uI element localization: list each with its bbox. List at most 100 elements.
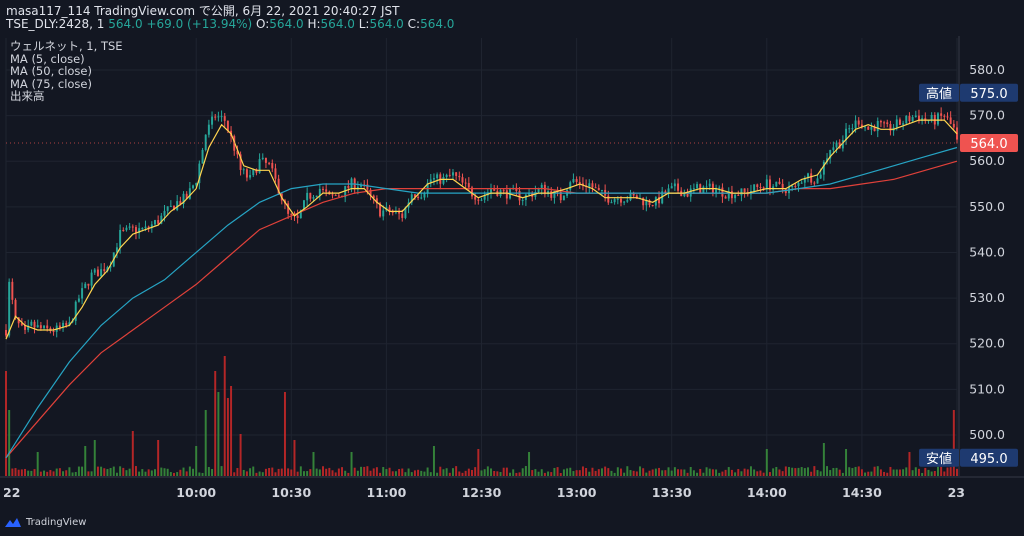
volume-bar (160, 467, 163, 476)
candle-body (648, 200, 651, 206)
candle-body (420, 197, 423, 199)
volume-bar (724, 469, 727, 476)
volume-bar (173, 472, 175, 476)
candle-body (96, 269, 99, 277)
volume-bar (718, 472, 721, 476)
candle-body (914, 115, 917, 118)
y-tick-label: 580.0 (969, 62, 1005, 77)
volume-bar (413, 470, 416, 476)
volume-bar (626, 466, 629, 476)
candle-body (27, 325, 30, 330)
candle-body (591, 183, 594, 188)
volume-bar (908, 452, 911, 476)
candle-body (268, 162, 271, 164)
volume-bar (46, 471, 49, 476)
candle-body (911, 117, 914, 122)
volume-bar (347, 472, 350, 476)
high-marker-label-bg (919, 83, 959, 102)
candle-body (217, 116, 220, 118)
candle-body (445, 174, 448, 177)
candle-body (8, 281, 11, 336)
candle-body (103, 269, 106, 272)
candle-body (477, 199, 480, 201)
volume-bar (588, 471, 591, 476)
candle-body (800, 182, 803, 184)
volume-bar (283, 392, 286, 476)
candle-body (588, 183, 591, 187)
candle-body (87, 283, 90, 286)
candle-body (350, 178, 353, 189)
volume-bar (131, 431, 134, 476)
candle-body (607, 195, 610, 203)
candle-body (474, 196, 477, 200)
candle-body (245, 169, 248, 178)
candle-body (157, 220, 160, 224)
volume-bar (344, 470, 347, 476)
candle-body (179, 201, 182, 204)
x-tick-label: 14:30 (842, 485, 882, 500)
volume-bar (841, 472, 844, 476)
candle-body (718, 187, 721, 189)
legend-volume: 出来高 (10, 89, 45, 103)
volume-bar (613, 472, 616, 476)
volume-bar (157, 440, 160, 476)
volume-bars (5, 356, 958, 476)
volume-bar (211, 468, 214, 476)
candle-body (645, 200, 648, 206)
volume-bar (306, 471, 309, 476)
volume-bar (166, 468, 169, 476)
tradingview-brand: TradingView (26, 516, 87, 528)
candle-body (845, 128, 848, 140)
candle-body (829, 150, 832, 159)
candle-body (756, 184, 759, 187)
price-chart[interactable]: 580.0 570.0 560.0 550.0 540.0 530.0 520.0 510.0… (0, 0, 1024, 512)
candle-body (185, 193, 188, 199)
y-tick-label: 570.0 (969, 108, 1005, 123)
candle-body (908, 115, 911, 122)
x-tick-label: 14:00 (747, 485, 787, 500)
candle-body (347, 186, 350, 189)
candle-body (337, 195, 340, 197)
volume-bar (417, 469, 420, 476)
volume-bar (451, 468, 454, 476)
volume-bar (198, 472, 201, 476)
volume-bar (350, 452, 353, 476)
candle-body (683, 192, 686, 197)
high-value: 564.0 (320, 17, 355, 31)
candle-body (949, 117, 952, 124)
volume-bar (775, 466, 778, 476)
volume-bar (226, 398, 229, 476)
candle-body (848, 128, 851, 130)
candle-body (455, 172, 458, 176)
candle-body (442, 176, 445, 184)
volume-bar (943, 471, 946, 476)
candle-body (192, 185, 195, 189)
candle-body (813, 182, 816, 184)
candle-body (775, 181, 778, 187)
candle-body (930, 114, 933, 121)
volume-bar (445, 468, 448, 476)
x-tick-label: 11:00 (367, 485, 407, 500)
low-marker-label-bg (919, 448, 959, 467)
tradingview-logo-icon (5, 518, 21, 527)
y-tick-label: 530.0 (969, 290, 1005, 305)
candle-body (778, 181, 781, 184)
volume-bar (743, 468, 746, 476)
volume-bar (696, 472, 699, 476)
volume-bar (245, 471, 248, 476)
candle-body (30, 321, 33, 326)
candle-body (483, 195, 486, 200)
volume-bar (702, 472, 705, 476)
volume-bar (794, 468, 797, 476)
x-tick-label: 13:00 (557, 485, 597, 500)
volume-bar (822, 443, 825, 476)
volume-bar (619, 468, 622, 476)
candle-body (109, 266, 112, 268)
volume-bar (924, 467, 927, 476)
candle-body (616, 198, 619, 200)
candle-body (727, 191, 730, 199)
candle-body (134, 227, 137, 233)
candle-body (429, 179, 432, 183)
candle-body (201, 149, 204, 164)
volume-bar (911, 470, 914, 476)
